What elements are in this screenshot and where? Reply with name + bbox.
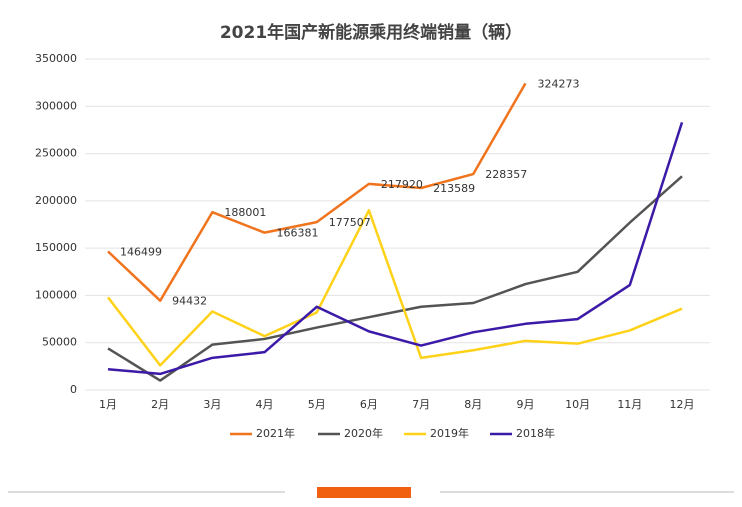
y-tick-label: 350000 — [35, 52, 77, 65]
footer-bar — [317, 487, 411, 498]
data-label: 166381 — [277, 227, 319, 240]
y-tick-label: 250000 — [35, 147, 77, 160]
x-tick-label: 1月 — [99, 398, 117, 411]
data-label: 228357 — [485, 168, 527, 181]
x-tick-label: 5月 — [308, 398, 326, 411]
legend-label: 2021年 — [256, 426, 295, 440]
y-tick-label: 50000 — [42, 336, 77, 349]
data-label: 217920 — [381, 178, 423, 191]
legend-label: 2018年 — [516, 426, 555, 440]
x-tick-label: 11月 — [617, 398, 642, 411]
y-tick-label: 100000 — [35, 288, 77, 301]
y-tick-label: 300000 — [35, 99, 77, 112]
y-tick-label: 200000 — [35, 194, 77, 207]
series-line — [107, 175, 683, 382]
x-tick-label: 9月 — [516, 398, 534, 411]
data-label: 324273 — [537, 77, 579, 90]
data-label: 146499 — [120, 245, 162, 258]
chart-title: 2021年国产新能源乘用终端销量（辆） — [220, 22, 522, 43]
x-tick-label: 3月 — [203, 398, 221, 411]
data-label: 177507 — [329, 216, 371, 229]
x-tick-label: 6月 — [360, 398, 378, 411]
x-tick-label: 12月 — [670, 398, 695, 411]
x-tick-label: 8月 — [464, 398, 482, 411]
data-label: 188001 — [224, 206, 266, 219]
y-tick-label: 0 — [70, 383, 77, 396]
x-tick-label: 10月 — [565, 398, 590, 411]
series-line — [107, 121, 684, 376]
legend-label: 2019年 — [430, 426, 469, 440]
x-tick-label: 4月 — [256, 398, 274, 411]
data-label: 94432 — [172, 295, 207, 308]
series-line — [107, 209, 683, 367]
x-tick-label: 7月 — [412, 398, 430, 411]
y-tick-label: 150000 — [35, 241, 77, 254]
data-label: 213589 — [433, 182, 475, 195]
legend-label: 2020年 — [344, 426, 383, 440]
x-tick-label: 2月 — [151, 398, 169, 411]
series-line — [107, 82, 527, 302]
